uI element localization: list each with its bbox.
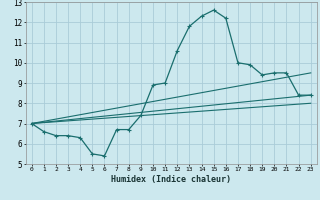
X-axis label: Humidex (Indice chaleur): Humidex (Indice chaleur): [111, 175, 231, 184]
